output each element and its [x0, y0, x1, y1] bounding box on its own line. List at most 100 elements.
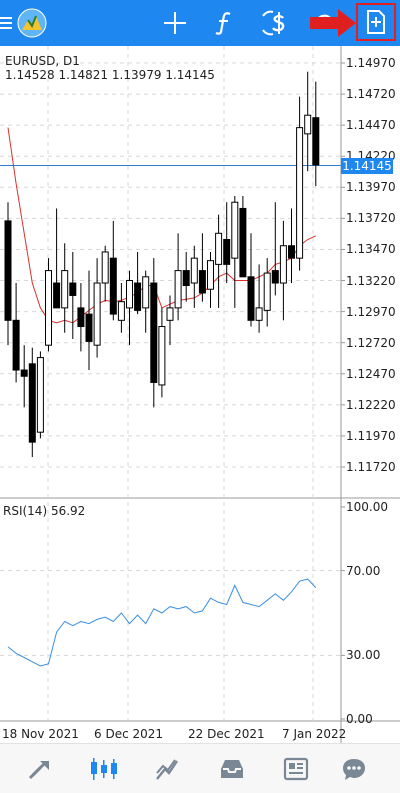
candle-body-bull — [263, 272, 271, 311]
candle — [263, 258, 271, 327]
candle-body-bull — [255, 307, 263, 321]
candle-body-bull — [158, 326, 166, 386]
rsi-tick-label: 0.00 — [346, 712, 373, 726]
candle-body-bull — [126, 280, 133, 309]
candle — [174, 233, 182, 321]
price-tick-label: 1.14970 — [346, 56, 396, 70]
candle — [271, 202, 279, 296]
trend-icon[interactable] — [140, 744, 196, 793]
date-tick-label: 7 Jan 2022 — [282, 727, 347, 741]
candle-body-bear — [4, 220, 12, 321]
candle-body-bear — [20, 369, 28, 377]
chart-canvas[interactable] — [0, 46, 400, 743]
candle-body-bear — [150, 282, 158, 383]
price-tick-label: 1.12970 — [346, 304, 396, 319]
dollar-icon[interactable] — [256, 0, 294, 46]
candle-body-bear — [69, 282, 77, 296]
symbol-label: EURUSD, D1 — [5, 54, 80, 68]
candle-body-bear — [182, 270, 190, 287]
rsi-tick-label: 70.00 — [346, 563, 381, 578]
candle-body-bear — [12, 319, 20, 371]
inbox-icon[interactable] — [204, 744, 260, 793]
candle-body-bull — [207, 260, 214, 290]
candle-body-bear — [85, 313, 93, 342]
candle-body-bull — [36, 357, 44, 433]
candle-body-bull — [117, 301, 125, 321]
candle — [28, 347, 36, 458]
candle-body-bull — [101, 251, 109, 284]
ohlc-label: 1.14528 1.14821 1.13979 1.14145 — [5, 68, 215, 82]
price-tick-label: 1.13470 — [346, 242, 396, 257]
candle — [182, 251, 190, 302]
candle-body-bull — [231, 201, 239, 259]
price-tick-label: 1.13220 — [346, 273, 396, 288]
candle — [223, 202, 231, 284]
rsi-tick-label: 100.00 — [346, 500, 388, 514]
candle — [158, 307, 166, 398]
price-tick-label: 1.12220 — [346, 397, 396, 412]
candle-body-bull — [304, 114, 312, 135]
crosshair-icon[interactable] — [158, 0, 192, 46]
candle-body-bull — [279, 245, 287, 284]
candle — [45, 258, 52, 352]
candle — [231, 196, 239, 308]
candle — [93, 258, 101, 358]
candle — [296, 96, 304, 271]
candle — [126, 270, 133, 346]
new-order-icon[interactable] — [356, 3, 396, 41]
candle — [198, 233, 206, 302]
price-tick-label: 1.14470 — [346, 118, 396, 133]
candle-body-bull — [142, 276, 150, 309]
function-icon[interactable] — [207, 0, 241, 46]
rsi-line — [7, 578, 317, 667]
candle — [69, 251, 77, 339]
candle-body-bear — [288, 245, 295, 259]
candle-body-bear — [247, 276, 255, 321]
candle-body-bull — [174, 270, 182, 309]
candle — [166, 295, 174, 346]
candle — [134, 251, 142, 315]
chart-area[interactable]: EURUSD, D1 1.14528 1.14821 1.13979 1.141… — [0, 46, 400, 753]
candle-body-bear — [312, 117, 320, 166]
candle-body-bear — [77, 307, 85, 328]
candle — [279, 220, 287, 321]
candle-body-bear — [223, 239, 231, 265]
candle — [304, 71, 312, 172]
candle — [109, 220, 117, 321]
candle-body-bull — [166, 307, 174, 321]
candle — [312, 81, 320, 187]
price-tick-label: 1.12720 — [346, 335, 396, 350]
price-tick-label: 1.12470 — [346, 366, 396, 381]
candle-body-bull — [45, 270, 52, 346]
candle — [288, 208, 295, 284]
bottom-navigation — [0, 743, 400, 793]
candle — [85, 270, 93, 371]
candle — [101, 245, 109, 302]
trade-arrows-icon[interactable] — [12, 744, 68, 793]
app-logo-icon[interactable] — [14, 0, 50, 46]
candle-body-bear — [109, 257, 117, 315]
candle — [239, 196, 247, 278]
candle — [215, 214, 223, 308]
price-tick-label: 1.14720 — [346, 87, 396, 102]
candle-body-bear — [53, 282, 61, 309]
top-toolbar — [0, 0, 400, 46]
candle — [4, 202, 12, 346]
candle-body-bull — [215, 232, 223, 265]
candle-body-bear — [134, 282, 142, 311]
date-tick-label: 6 Dec 2021 — [94, 727, 164, 741]
date-tick-label: 22 Dec 2021 — [188, 727, 265, 741]
chart-candles-icon[interactable] — [76, 744, 132, 793]
news-icon[interactable] — [268, 744, 324, 793]
candle-body-bear — [271, 270, 279, 284]
menu-icon[interactable] — [0, 0, 14, 46]
chat-icon[interactable] — [326, 744, 382, 793]
candle-body-bull — [296, 127, 304, 259]
candle — [12, 283, 20, 383]
candle-body-bear — [239, 207, 247, 278]
candle-body-bull — [93, 282, 101, 346]
price-tick-label: 1.11970 — [346, 428, 396, 443]
candle — [255, 264, 263, 333]
price-tick-label: 1.13720 — [346, 211, 396, 226]
current-price-tag: 1.14145 — [341, 157, 393, 174]
